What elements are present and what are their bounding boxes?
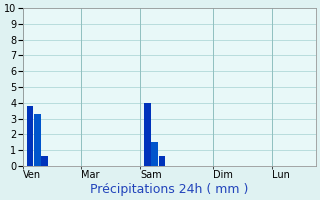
Bar	[41, 156, 48, 166]
Bar	[27, 106, 33, 166]
Bar	[34, 114, 41, 166]
Bar	[159, 156, 165, 166]
X-axis label: Précipitations 24h ( mm ): Précipitations 24h ( mm )	[90, 183, 248, 196]
Bar	[151, 142, 158, 166]
Bar	[144, 103, 151, 166]
